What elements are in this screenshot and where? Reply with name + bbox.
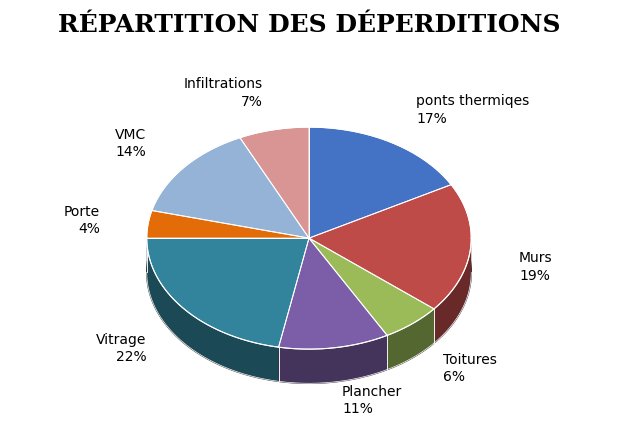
Polygon shape <box>146 239 309 347</box>
Polygon shape <box>309 239 434 336</box>
Polygon shape <box>240 128 309 239</box>
Polygon shape <box>146 211 309 239</box>
Text: RÉPARTITION DES DÉPERDITIONS: RÉPARTITION DES DÉPERDITIONS <box>57 13 561 37</box>
Text: Toitures
6%: Toitures 6% <box>444 352 497 383</box>
Polygon shape <box>434 239 472 343</box>
Text: Murs
19%: Murs 19% <box>519 250 552 282</box>
Polygon shape <box>309 128 451 239</box>
Text: Infiltrations
7%: Infiltrations 7% <box>184 77 263 108</box>
Polygon shape <box>279 239 387 349</box>
Text: Plancher
11%: Plancher 11% <box>342 384 402 415</box>
Polygon shape <box>146 239 279 381</box>
Polygon shape <box>279 336 387 383</box>
Polygon shape <box>146 162 472 383</box>
Text: VMC
14%: VMC 14% <box>115 128 146 159</box>
Text: Porte
4%: Porte 4% <box>64 204 99 236</box>
Text: Vitrage
22%: Vitrage 22% <box>96 332 146 363</box>
Polygon shape <box>387 309 434 370</box>
Polygon shape <box>309 185 472 309</box>
Polygon shape <box>152 138 309 239</box>
Text: ponts thermiqes
17%: ponts thermiqes 17% <box>417 94 530 126</box>
